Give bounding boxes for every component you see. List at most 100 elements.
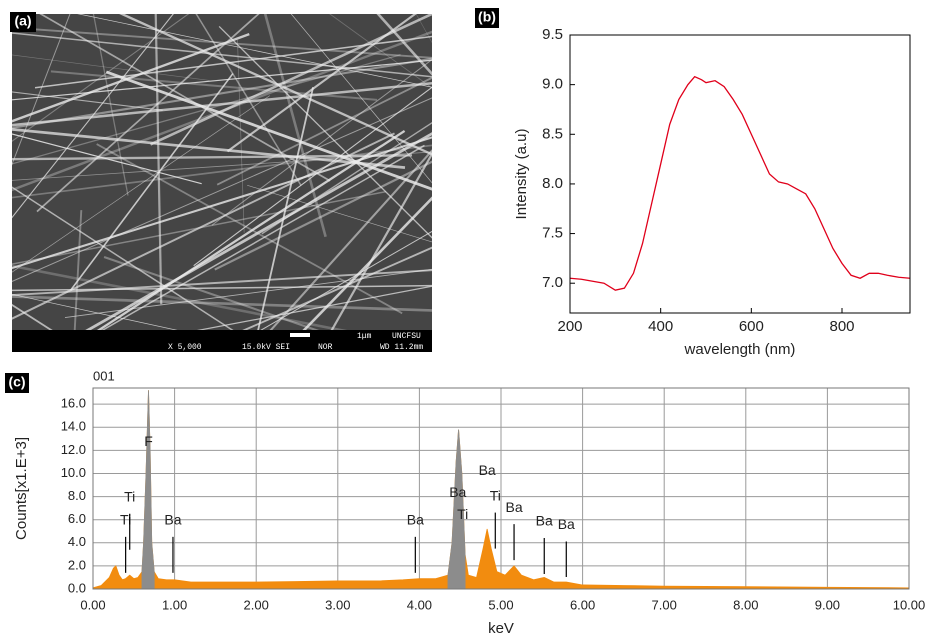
sem-strand <box>237 39 245 233</box>
sem-strands <box>12 14 432 330</box>
sem-strand <box>195 14 302 186</box>
sem-strand <box>12 132 395 320</box>
sem-strand <box>50 70 378 101</box>
plot-frame <box>92 387 910 590</box>
x-tick-label: 8.00 <box>733 597 758 612</box>
sem-strand <box>12 14 71 166</box>
x-axis-label: keV <box>488 620 514 637</box>
sem-strand <box>12 30 432 192</box>
sem-strand <box>103 256 320 330</box>
sem-strand <box>92 14 129 196</box>
data-area <box>92 390 910 590</box>
sem-strand <box>34 35 432 89</box>
sem-info: WD 11.2mm <box>380 343 423 352</box>
sem-strand <box>260 230 432 330</box>
x-tick-label: 200 <box>557 318 582 335</box>
sem-strand <box>12 293 178 330</box>
sem-strand <box>12 133 202 185</box>
x-tick-label: 9.00 <box>815 597 840 612</box>
sem-info-bar <box>12 330 432 352</box>
sem-strand <box>12 54 401 165</box>
y-axis-label: Counts[x1.E+3] <box>13 437 30 540</box>
sem-strand <box>12 97 432 282</box>
y-tick-label: 6.0 <box>68 511 86 526</box>
peak-label: F <box>144 433 153 449</box>
sem-strand <box>96 129 406 330</box>
peak-label: Ba <box>407 512 424 528</box>
x-tick-label: 4.00 <box>407 597 432 612</box>
y-tick-label: 9.5 <box>542 26 563 43</box>
panel-label-box <box>10 12 36 32</box>
panel-label: (b) <box>478 9 496 25</box>
sem-strand <box>101 144 425 330</box>
peak-label: Ba <box>164 512 181 528</box>
panel-label-box <box>475 8 499 28</box>
sem-strand <box>12 14 174 219</box>
sem-strand <box>12 32 432 78</box>
sem-strand <box>263 14 327 238</box>
sem-strand <box>247 184 432 243</box>
sem-strand <box>12 190 387 265</box>
x-tick-label: 7.00 <box>652 597 677 612</box>
peak-label: Ba <box>449 484 466 500</box>
sem-strand <box>12 136 432 270</box>
sem-strand <box>12 284 432 292</box>
sem-info: 15.0kV SEI <box>242 343 290 352</box>
panel-label-box <box>5 373 29 393</box>
peak-label: Ti <box>457 506 468 522</box>
panel-label: (a) <box>14 13 31 29</box>
sem-strand <box>12 264 348 330</box>
x-tick-label: 800 <box>829 318 854 335</box>
sem-strand <box>12 57 432 129</box>
peak-label: Ti <box>490 487 501 503</box>
sem-strand <box>302 196 432 330</box>
sem-strand <box>415 14 432 44</box>
sem-strand <box>257 87 314 330</box>
data-area <box>141 390 466 590</box>
scale-bar-label: 1μm <box>357 332 372 341</box>
sem-strand <box>73 210 83 330</box>
x-tick-label: 5.00 <box>488 597 513 612</box>
chart-title: 001 <box>93 368 115 383</box>
sem-strand <box>218 26 432 239</box>
sem-strand <box>330 151 432 330</box>
peak-label: Ba <box>479 462 496 478</box>
y-tick-label: 12.0 <box>61 442 86 457</box>
sem-strand <box>196 285 432 330</box>
peak-label: Ba <box>558 516 575 532</box>
sem-strand <box>12 269 432 296</box>
sem-info: UNCFSU <box>392 332 421 341</box>
x-tick-label: 0.00 <box>80 597 105 612</box>
y-tick-label: 7.5 <box>542 225 563 242</box>
sem-strand <box>77 14 432 88</box>
y-tick-label: 8.0 <box>542 175 563 192</box>
x-axis-label: wavelength (nm) <box>684 341 796 358</box>
sem-strand <box>149 14 432 146</box>
sem-strand <box>12 14 190 142</box>
sem-strand <box>12 295 432 312</box>
sem-info: X 5,000 <box>168 343 202 352</box>
sem-strand <box>226 14 417 153</box>
sem-strand <box>12 91 163 111</box>
sem-strand <box>12 144 432 199</box>
sem-strand <box>269 149 432 330</box>
sem-strand <box>329 14 432 89</box>
sem-strand <box>211 58 432 226</box>
sem-strand <box>96 143 403 315</box>
x-tick-label: 3.00 <box>325 597 350 612</box>
scale-bar <box>290 333 310 337</box>
sem-strand <box>214 160 432 271</box>
x-tick-label: 400 <box>648 318 673 335</box>
y-tick-label: 0.0 <box>68 580 86 595</box>
peak-label: Ba <box>505 499 522 515</box>
sem-strand <box>105 70 432 191</box>
y-axis-label: Intensity (a.u) <box>513 129 530 220</box>
peak-label: Ba <box>536 513 553 529</box>
y-tick-label: 16.0 <box>61 396 86 411</box>
sem-strand <box>12 151 432 181</box>
y-tick-label: 8.5 <box>542 125 563 142</box>
sem-strand <box>85 132 432 330</box>
y-tick-label: 8.0 <box>68 488 86 503</box>
y-tick-label: 10.0 <box>61 465 86 480</box>
sem-strand <box>39 14 331 182</box>
